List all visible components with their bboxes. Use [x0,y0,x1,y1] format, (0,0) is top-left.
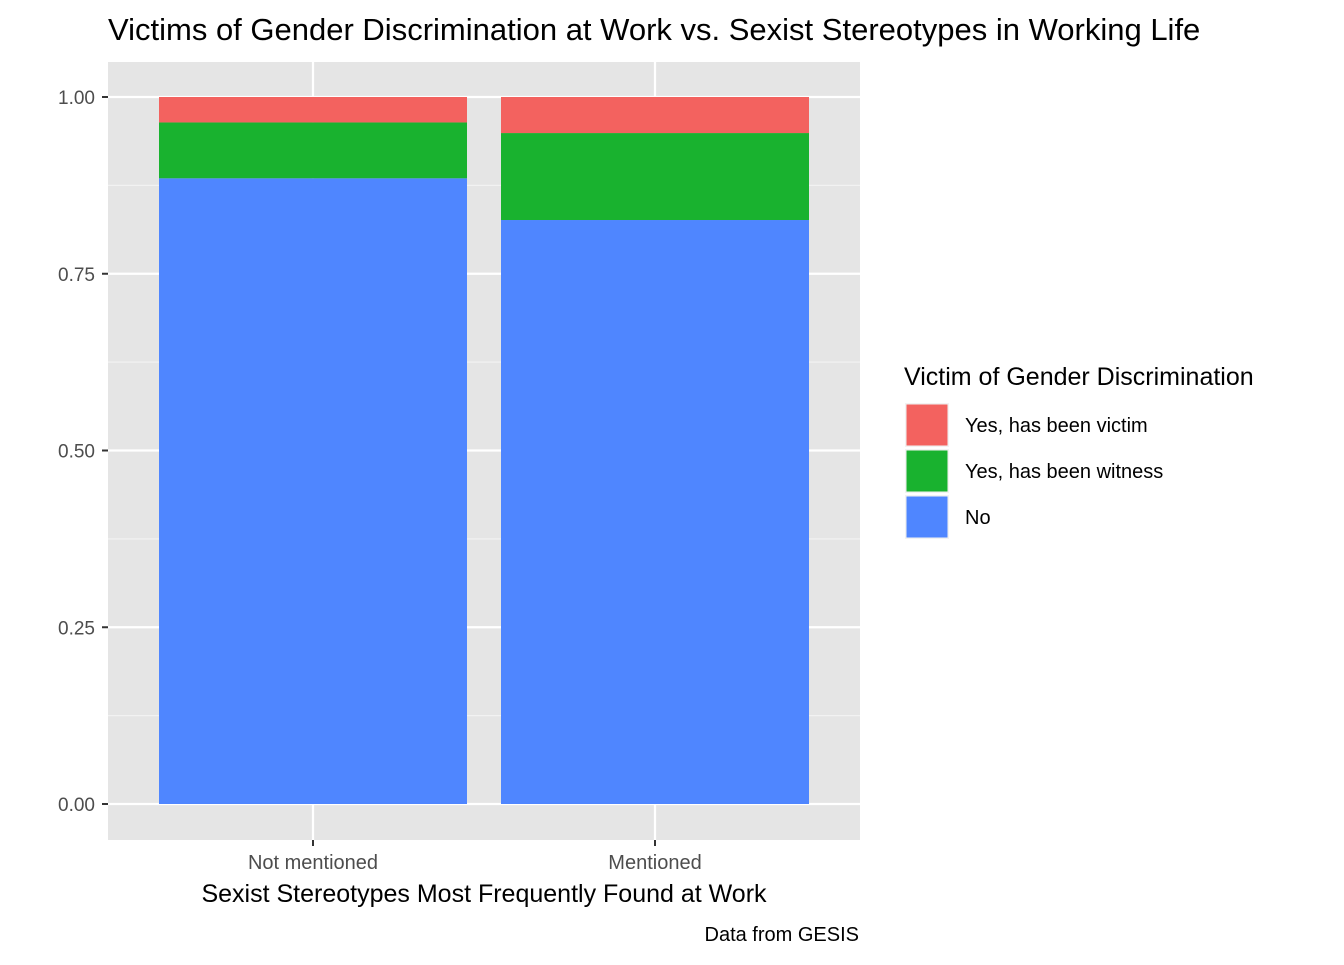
bar-segment-yes-has-been-victim [501,97,809,134]
legend-label: No [965,507,991,529]
legend: Victim of Gender Discrimination Yes, has… [904,363,1254,539]
x-tick-label: Not mentioned [248,852,378,874]
y-tick-label: 1.00 [58,88,95,109]
legend-label: Yes, has been victim [965,415,1148,437]
y-tick-label: 0.25 [58,618,95,639]
x-axis-title: Sexist Stereotypes Most Frequently Found… [201,880,767,908]
bar-segment-yes-has-been-victim [159,97,467,123]
legend-label: Yes, has been witness [965,461,1163,483]
x-tick-label: Mentioned [608,852,701,874]
legend-swatch [906,450,948,492]
y-tick-label: 0.75 [58,265,95,286]
bars [159,97,809,804]
bar-segment-yes-has-been-witness [159,122,467,179]
legend-swatch [906,496,948,538]
chart-title: Victims of Gender Discrimination at Work… [108,12,1200,47]
bar-segment-no [159,178,467,804]
bar-segment-yes-has-been-witness [501,133,809,221]
chart-caption: Data from GESIS [705,924,860,946]
y-tick-label: 0.50 [58,442,95,463]
bar-segment-no [501,220,809,804]
y-axis: 0.00 0.25 0.50 0.75 1.00 [58,88,108,816]
y-tick-label: 0.00 [58,795,95,816]
x-axis: Not mentioned Mentioned [248,840,702,874]
legend-title: Victim of Gender Discrimination [904,363,1254,391]
legend-swatch [906,404,948,446]
